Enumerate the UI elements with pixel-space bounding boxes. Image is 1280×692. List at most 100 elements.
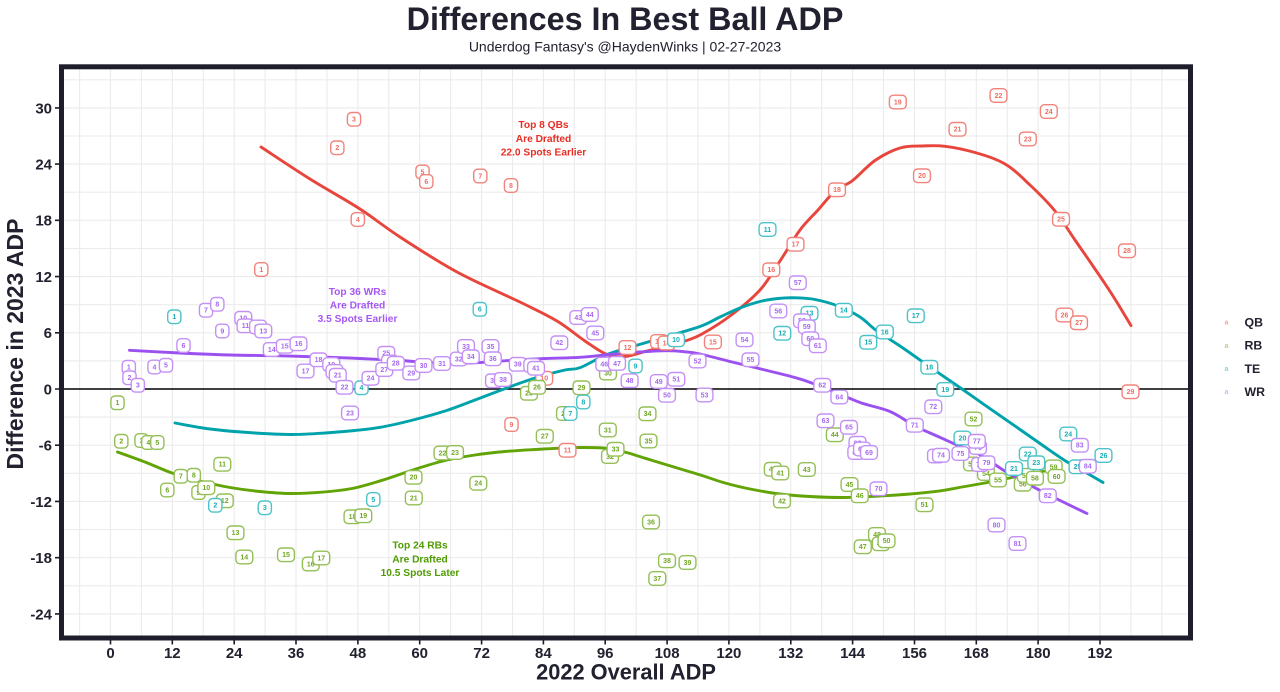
svg-text:12: 12 [164,645,181,662]
svg-text:120: 120 [716,645,741,662]
svg-text:35: 35 [487,344,495,351]
svg-text:3: 3 [352,117,356,124]
svg-text:11: 11 [242,323,250,330]
svg-text:25: 25 [382,351,390,358]
svg-text:14: 14 [240,554,248,561]
svg-text:74: 74 [937,453,945,460]
svg-text:9: 9 [220,328,224,335]
svg-text:25: 25 [1074,464,1082,471]
svg-text:-12: -12 [30,494,52,511]
svg-text:18: 18 [35,213,52,230]
svg-text:44: 44 [831,432,839,439]
svg-text:22: 22 [995,93,1003,100]
svg-text:8: 8 [581,399,585,406]
svg-text:26: 26 [533,385,541,392]
svg-text:Are Drafted: Are Drafted [516,134,571,145]
svg-text:20: 20 [959,435,967,442]
svg-text:3: 3 [136,383,140,390]
svg-text:39: 39 [684,560,692,567]
svg-text:11: 11 [764,227,772,234]
svg-text:7: 7 [478,173,482,180]
svg-text:29: 29 [407,370,415,377]
svg-text:30: 30 [420,363,428,370]
svg-text:56: 56 [774,308,782,315]
svg-text:55: 55 [747,357,755,364]
svg-text:44: 44 [586,312,594,319]
svg-text:53: 53 [701,392,709,399]
svg-text:Underdog Fantasy's @HaydenWink: Underdog Fantasy's @HaydenWinks | 02-27-… [469,39,782,55]
svg-text:34: 34 [644,411,652,418]
svg-text:62: 62 [818,383,826,390]
svg-text:6: 6 [165,487,169,494]
svg-text:38: 38 [663,558,671,565]
svg-text:16: 16 [295,341,303,348]
svg-text:25: 25 [525,391,533,398]
svg-text:12: 12 [624,345,632,352]
svg-text:83: 83 [1076,443,1084,450]
svg-text:50: 50 [663,393,671,400]
svg-text:60: 60 [1053,474,1061,481]
svg-text:26: 26 [1061,312,1069,319]
svg-text:61: 61 [814,343,822,350]
svg-text:42: 42 [778,498,786,505]
svg-text:77: 77 [973,439,981,446]
svg-text:15: 15 [864,340,872,347]
svg-text:24: 24 [1045,109,1053,116]
svg-text:TE: TE [1245,362,1261,376]
svg-text:27: 27 [1075,320,1083,327]
svg-text:29: 29 [578,385,586,392]
svg-text:20: 20 [410,475,418,482]
svg-text:15: 15 [282,552,290,559]
svg-text:0: 0 [106,645,114,662]
svg-text:17: 17 [912,313,920,320]
svg-text:7: 7 [568,411,572,418]
svg-text:Top 24 RBs: Top 24 RBs [392,541,448,552]
svg-text:28: 28 [392,361,400,368]
svg-text:8: 8 [192,473,196,480]
svg-text:a: a [1225,341,1230,350]
svg-text:8: 8 [509,183,513,190]
svg-text:156: 156 [902,645,927,662]
svg-text:21: 21 [1010,466,1018,473]
svg-text:13: 13 [806,311,814,318]
svg-text:14: 14 [663,340,671,347]
svg-text:18: 18 [315,357,323,364]
svg-text:47: 47 [613,361,621,368]
svg-text:11: 11 [564,448,572,455]
svg-text:4: 4 [153,364,157,371]
svg-text:17: 17 [317,555,325,562]
svg-text:23: 23 [346,410,354,417]
svg-text:Differences In Best Ball ADP: Differences In Best Ball ADP [407,1,844,37]
svg-text:31: 31 [438,361,446,368]
svg-text:84: 84 [535,645,552,662]
svg-text:48: 48 [873,532,881,539]
svg-text:1: 1 [172,314,176,321]
svg-text:21: 21 [410,495,418,502]
svg-text:2: 2 [335,145,339,152]
svg-text:72: 72 [473,645,490,662]
svg-text:38: 38 [499,377,507,384]
svg-text:2: 2 [128,375,132,382]
svg-text:28: 28 [1123,248,1131,255]
svg-text:31: 31 [604,427,612,434]
svg-text:30: 30 [35,100,52,117]
svg-text:7: 7 [204,308,208,315]
svg-text:2: 2 [119,439,123,446]
svg-text:24: 24 [1064,431,1072,438]
svg-text:54: 54 [741,337,749,344]
svg-text:a: a [1225,387,1230,396]
svg-text:12: 12 [35,269,52,286]
svg-text:79: 79 [983,460,991,467]
svg-text:5: 5 [421,169,425,176]
svg-text:5: 5 [164,363,168,370]
svg-text:52: 52 [694,358,702,365]
svg-text:34: 34 [467,354,475,361]
svg-text:80: 80 [993,522,1001,529]
svg-text:39: 39 [514,362,522,369]
svg-text:-6: -6 [39,438,52,455]
svg-text:21: 21 [334,373,342,380]
svg-text:23: 23 [451,450,459,457]
svg-text:33: 33 [612,447,620,454]
svg-text:36: 36 [288,645,305,662]
svg-text:59: 59 [803,324,811,331]
